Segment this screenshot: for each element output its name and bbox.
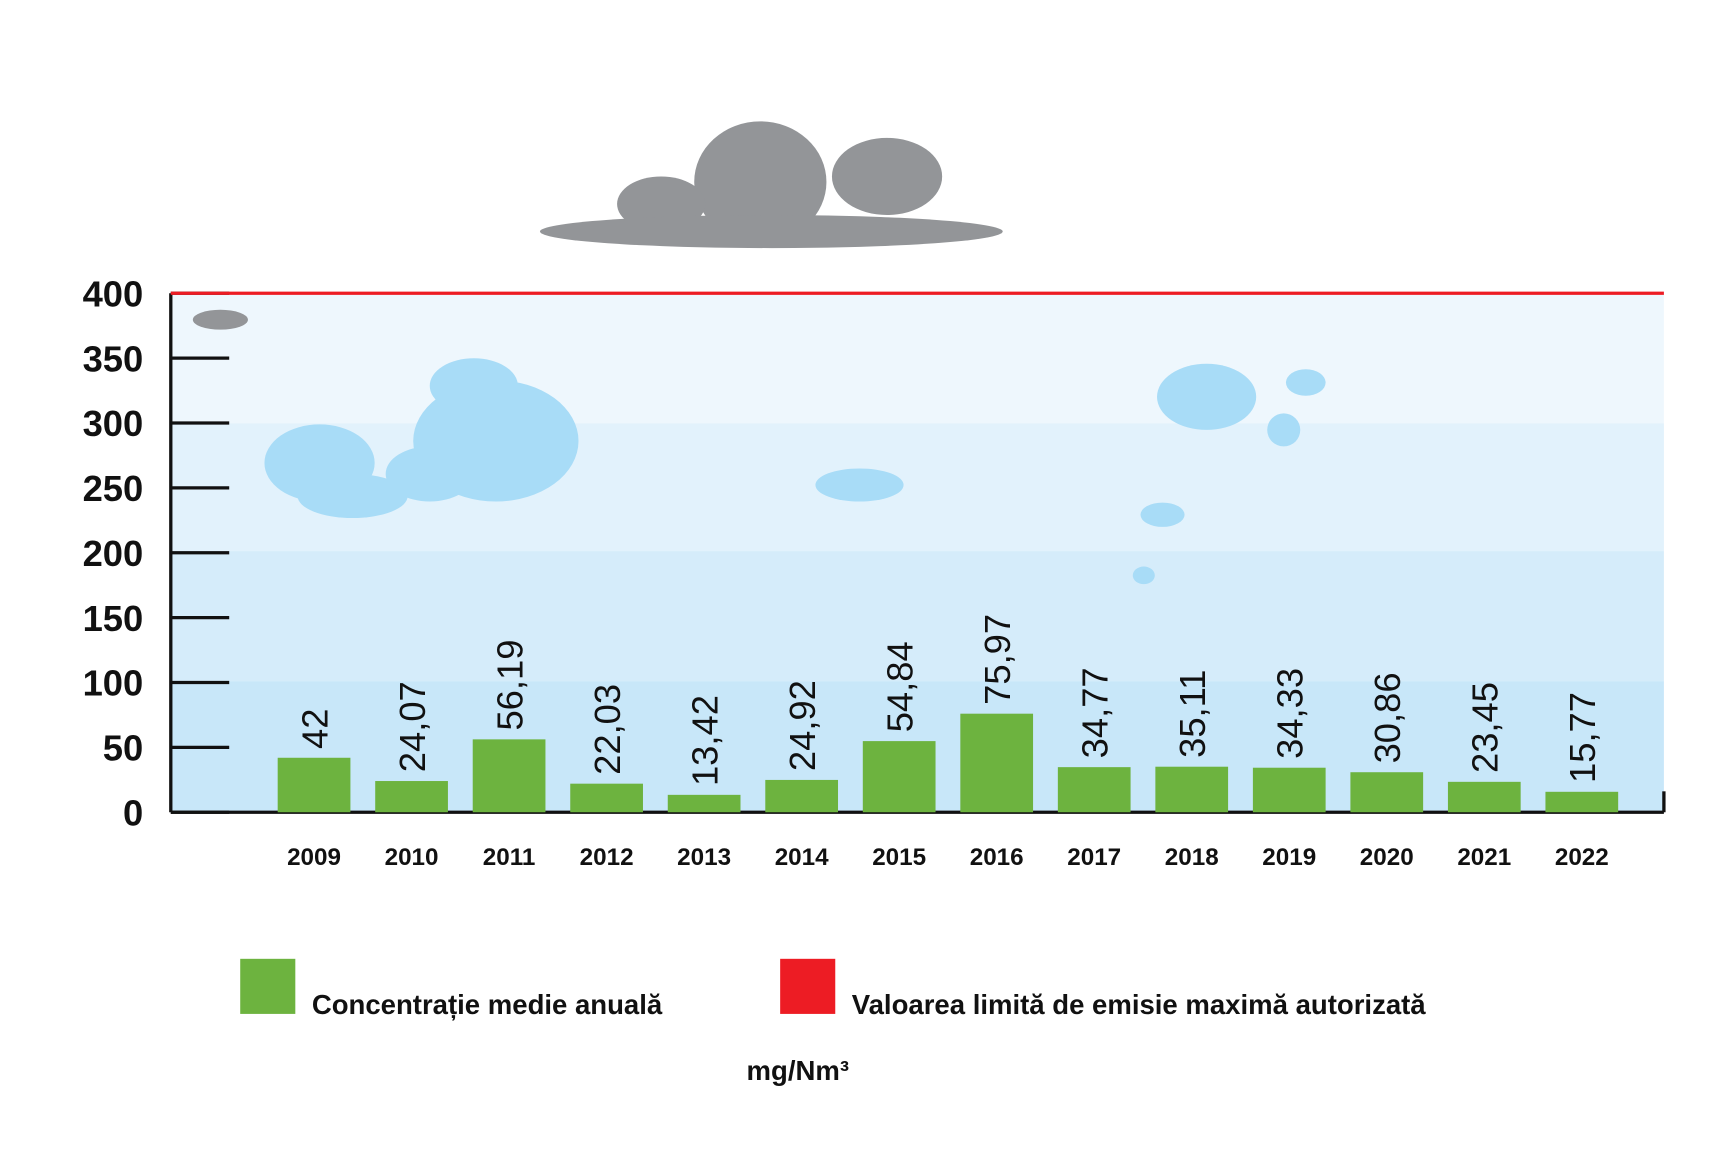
bar: [1447, 781, 1521, 813]
y-tick-label: 100: [83, 663, 144, 704]
value-label: 13,42: [684, 695, 725, 786]
legend-label: Valoarea limită de emisie maximă autoriz…: [852, 989, 1427, 1020]
y-tick-label: 150: [83, 598, 144, 639]
x-tick-label: 2012: [580, 844, 634, 871]
clouds: [264, 358, 1326, 585]
bar: [667, 794, 741, 813]
x-tick-label: 2010: [385, 844, 439, 871]
value-label: 42: [294, 708, 335, 748]
x-tick-label: 2009: [287, 844, 341, 871]
value-label: 22,03: [587, 684, 628, 775]
value-label: 56,19: [489, 640, 530, 731]
value-label: 35,11: [1172, 670, 1213, 758]
y-tick-label: 400: [83, 273, 144, 314]
x-tick-label: 2011: [483, 844, 536, 871]
bar: [765, 779, 839, 813]
x-tick-label: 2018: [1165, 844, 1219, 871]
y-tick-label: 250: [83, 468, 144, 509]
bar: [1252, 767, 1326, 813]
y-tick-label: 0: [123, 792, 143, 833]
x-tick-label: 2017: [1067, 844, 1121, 871]
bar: [570, 783, 643, 813]
bar: [862, 741, 936, 813]
unit-label: mg/Nm³: [747, 1055, 849, 1086]
bar: [960, 713, 1034, 813]
grey-cloud: [192, 121, 1003, 330]
x-tick-label: 2013: [677, 844, 731, 871]
bar: [1155, 766, 1229, 813]
y-tick-label: 300: [83, 403, 144, 444]
y-tick-label: 350: [83, 338, 144, 379]
value-label: 34,33: [1269, 668, 1310, 759]
x-tick-label: 2014: [775, 844, 829, 871]
value-label: 30,86: [1367, 672, 1408, 763]
x-tick-label: 2016: [970, 844, 1024, 871]
x-tick-label: 2015: [872, 844, 926, 871]
bar: [277, 757, 351, 813]
value-label: 23,45: [1465, 682, 1506, 773]
x-tick-label: 2020: [1360, 844, 1414, 871]
x-tick-label: 2019: [1262, 844, 1316, 871]
bar: [375, 781, 448, 813]
y-tick-label: 50: [103, 728, 143, 769]
x-tick-label: 2022: [1555, 844, 1609, 871]
x-tick-label: 2021: [1457, 844, 1511, 871]
legend-swatch: [240, 958, 296, 1014]
bar: [1350, 772, 1424, 813]
bar: [1057, 767, 1131, 813]
y-tick-label: 200: [83, 533, 144, 574]
value-label: 24,92: [782, 680, 823, 771]
bar: [1545, 791, 1619, 813]
value-label: 54,84: [879, 641, 920, 732]
legend-swatch: [780, 958, 836, 1014]
legend-label: Concentrație medie anuală: [312, 989, 663, 1020]
value-label: 75,97: [977, 614, 1018, 705]
bar: [472, 739, 546, 813]
value-label: 24,07: [392, 681, 433, 772]
value-label: 15,77: [1562, 692, 1603, 783]
value-label: 34,77: [1074, 667, 1115, 758]
